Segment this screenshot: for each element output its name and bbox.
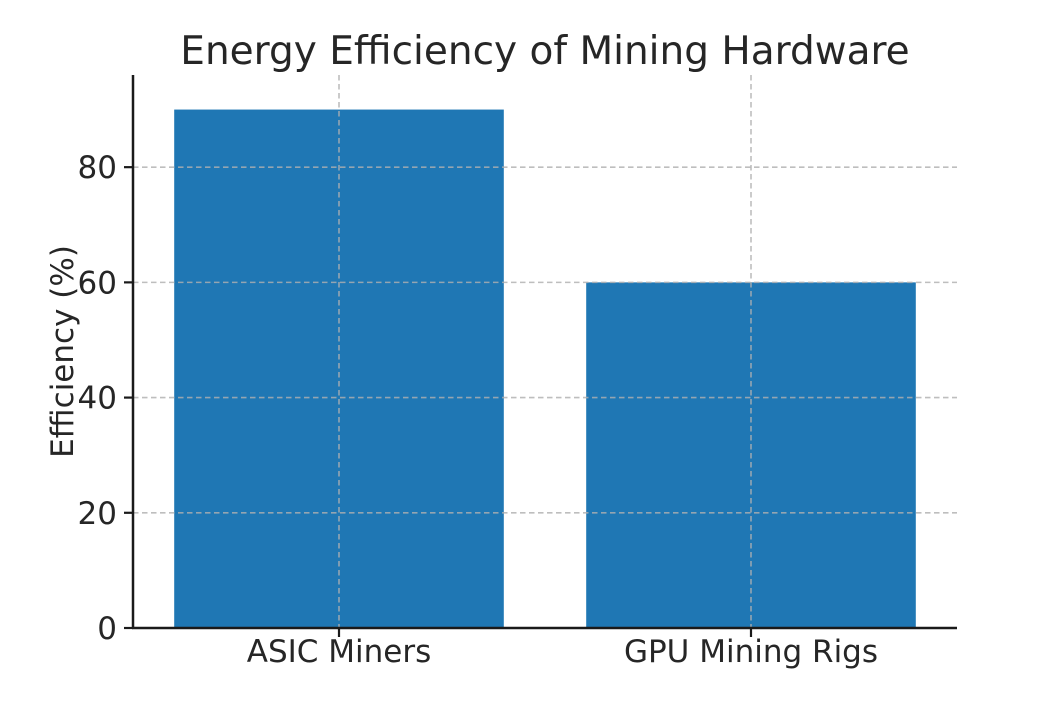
y-tick-label-0: 0 [97,611,117,647]
chart-title: Energy Efficiency of Mining Hardware [180,29,909,74]
axes-layer [124,75,957,637]
x-tick-label-1: ASIC Miners [247,634,432,670]
labels-layer: 0 20 40 60 80 ASIC Miners GPU Mining Rigs [78,150,878,670]
x-tick-label-2: GPU Mining Rigs [624,634,878,670]
y-axis-label: Efficiency (%) [45,245,81,458]
bars-layer [174,109,916,628]
y-tick-label-60: 60 [78,265,117,301]
y-tick-label-20: 20 [78,496,117,532]
y-tick-label-80: 80 [78,150,117,186]
grid-layer [133,75,957,628]
y-tick-label-40: 40 [78,381,117,417]
